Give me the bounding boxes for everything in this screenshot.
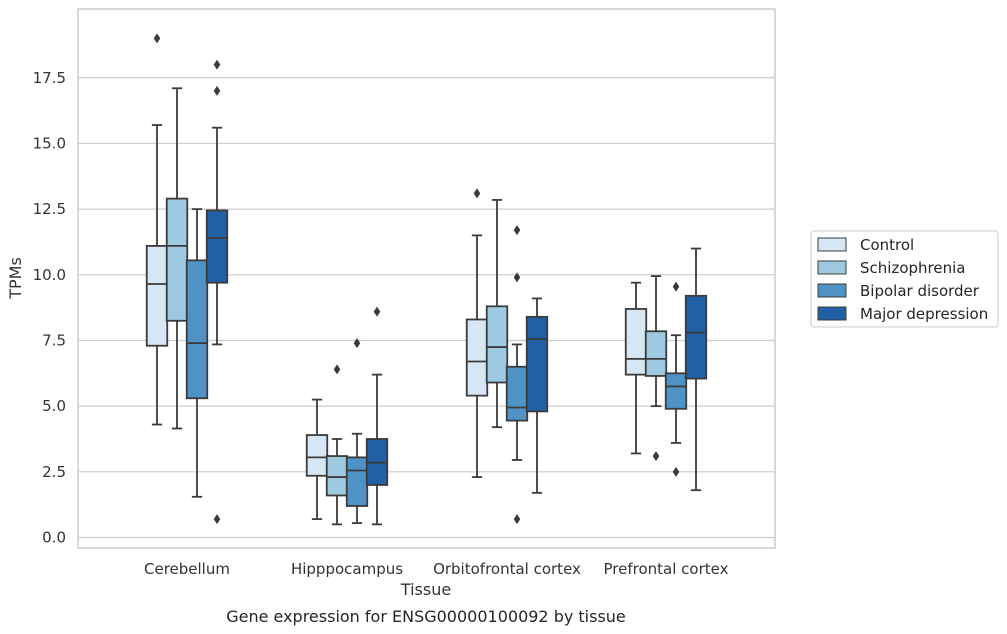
box-bipolar-disorder xyxy=(505,225,529,525)
outlier-point xyxy=(652,451,660,462)
box-control xyxy=(305,398,329,521)
legend-swatch xyxy=(817,306,847,321)
x-axis-label: Tissue xyxy=(400,580,451,599)
outlier-point xyxy=(353,338,361,349)
legend-label: Major depression xyxy=(860,305,988,323)
outlier-point xyxy=(672,281,680,292)
outlier-point xyxy=(333,364,341,375)
outlier-point xyxy=(373,306,381,317)
outlier-point xyxy=(513,514,521,525)
legend-frame xyxy=(810,230,999,328)
outlier-point xyxy=(153,33,161,44)
outlier-point xyxy=(513,272,521,283)
legend-swatch xyxy=(817,283,847,298)
y-tick-label: 10.0 xyxy=(33,266,66,284)
box-major-depression xyxy=(684,247,708,492)
box-iqr xyxy=(525,315,549,413)
box-iqr xyxy=(145,245,169,347)
y-tick-label: 15.0 xyxy=(33,134,66,152)
outlier-point xyxy=(672,466,680,477)
outlier-point xyxy=(213,59,221,70)
box-iqr xyxy=(485,305,509,384)
x-tick-label: Prefrontal cortex xyxy=(604,560,729,578)
box-bipolar-disorder xyxy=(185,208,209,498)
box-schizophrenia xyxy=(485,199,509,429)
box-control xyxy=(145,33,169,426)
box-iqr xyxy=(465,318,489,397)
y-axis-label: TPMs xyxy=(6,257,25,300)
box-groups xyxy=(145,33,708,526)
box-iqr xyxy=(205,209,229,284)
outlier-point xyxy=(513,225,521,236)
legend-swatch xyxy=(817,260,847,275)
box-major-depression xyxy=(365,306,389,526)
box-iqr xyxy=(185,259,209,400)
y-tick-label: 5.0 xyxy=(42,397,66,415)
y-tick-label: 17.5 xyxy=(33,69,66,87)
box-iqr xyxy=(624,308,648,376)
legend-label: Schizophrenia xyxy=(860,259,965,277)
x-tick-label: Orbitofrontal cortex xyxy=(433,560,581,578)
box-schizophrenia xyxy=(325,364,349,526)
box-iqr xyxy=(305,434,329,477)
chart-caption: Gene expression for ENSG00000100092 by t… xyxy=(226,607,626,626)
y-axis-ticks: 0.0 2.5 5.0 7.5 10.0 12.5 15.0 17.5 xyxy=(33,69,66,547)
legend-swatch xyxy=(817,237,847,252)
box-iqr xyxy=(505,365,529,422)
legend-label: Bipolar disorder xyxy=(860,282,980,300)
box-iqr xyxy=(165,197,189,322)
box-schizophrenia xyxy=(644,275,668,462)
box-bipolar-disorder xyxy=(345,338,369,524)
plot-area-frame xyxy=(77,8,776,549)
x-axis-ticks: Cerebellum Hipppocampus Orbitofrontal cort… xyxy=(144,560,729,578)
y-tick-label: 0.0 xyxy=(42,529,66,547)
x-tick-label: Cerebellum xyxy=(144,560,230,578)
y-tick-label: 2.5 xyxy=(42,463,66,481)
box-control xyxy=(465,188,489,478)
box-schizophrenia xyxy=(165,87,189,430)
box-major-depression xyxy=(525,297,549,494)
box-control xyxy=(624,281,648,455)
outlier-point xyxy=(213,85,221,96)
x-tick-label: Hipppocampus xyxy=(291,560,403,578)
outlier-point xyxy=(213,514,221,525)
y-tick-label: 7.5 xyxy=(42,331,66,349)
box-iqr xyxy=(644,330,668,377)
box-iqr xyxy=(345,456,369,507)
legend: Control Schizophrenia Bipolar disorder Majo… xyxy=(810,230,999,328)
box-iqr xyxy=(325,455,349,497)
legend-label: Control xyxy=(860,236,914,254)
box-iqr xyxy=(664,372,688,410)
box-bipolar-disorder xyxy=(664,281,688,477)
box-iqr xyxy=(684,294,708,380)
y-tick-label: 12.5 xyxy=(33,200,66,218)
outlier-point xyxy=(473,188,481,199)
box-major-depression xyxy=(205,59,229,525)
